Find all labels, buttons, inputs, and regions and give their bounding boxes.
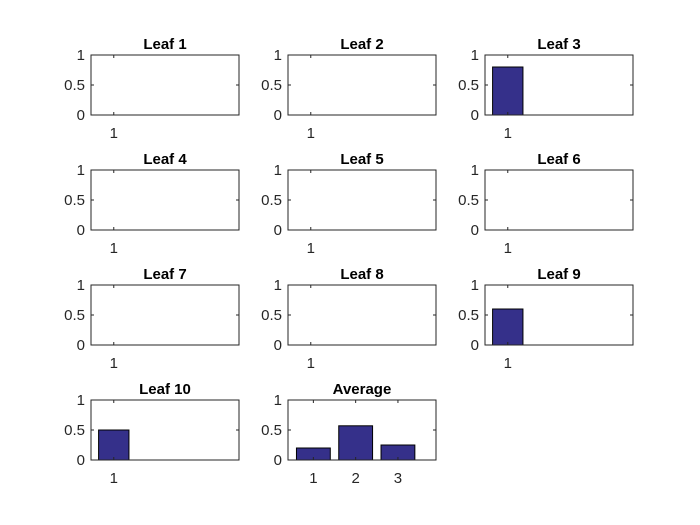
- y-tick-label: 0: [274, 337, 282, 354]
- axes-box: [287, 284, 437, 346]
- y-tick-label: 1: [471, 277, 479, 294]
- axes-box: [90, 284, 240, 346]
- y-tick-label: 1: [274, 392, 282, 409]
- axes-box: [484, 169, 634, 231]
- x-tick-label: 1: [309, 470, 317, 487]
- bar: [338, 425, 374, 461]
- x-tick-label: 1: [504, 240, 512, 257]
- y-tick-label: 0.5: [261, 192, 282, 209]
- y-tick-label: 0.5: [458, 307, 479, 324]
- y-tick-label: 0.5: [261, 77, 282, 94]
- subplot-title: Average: [333, 381, 392, 398]
- bar: [492, 66, 524, 116]
- y-tick-label: 0.5: [261, 422, 282, 439]
- subplot-title: Leaf 8: [340, 266, 383, 283]
- y-tick-label: 0: [471, 222, 479, 239]
- axes-box: [90, 169, 240, 231]
- x-tick-label: 1: [307, 125, 315, 142]
- y-tick-label: 0: [77, 452, 85, 469]
- y-tick-label: 1: [274, 162, 282, 179]
- y-tick-label: 0: [274, 222, 282, 239]
- y-tick-label: 0.5: [64, 192, 85, 209]
- subplot-title: Leaf 1: [143, 36, 186, 53]
- subplot-4: Leaf 4 0 0.5 1 1: [64, 151, 240, 257]
- subplot-10: Leaf 10 0 0.5 1 1: [64, 381, 240, 487]
- x-tick-label: 2: [351, 470, 359, 487]
- x-tick-label: 3: [394, 470, 402, 487]
- axes-box: [287, 169, 437, 231]
- y-tick-label: 1: [274, 277, 282, 294]
- subplot-title: Leaf 10: [139, 381, 191, 398]
- subplot-1: Leaf 1 0 0.5 1 1: [64, 36, 240, 142]
- y-tick-label: 0: [274, 452, 282, 469]
- subplot-title: Leaf 5: [340, 151, 383, 168]
- y-tick-label: 0.5: [64, 77, 85, 94]
- y-tick-label: 0: [274, 107, 282, 124]
- bar: [492, 308, 524, 346]
- axes-box: [90, 54, 240, 116]
- x-tick-label: 1: [504, 355, 512, 372]
- subplot-2: Leaf 2 0 0.5 1 1: [261, 36, 437, 142]
- subplot-3: Leaf 3 0 0.5 1 1: [458, 36, 634, 142]
- y-tick-label: 1: [77, 277, 85, 294]
- subplot-title: Leaf 2: [340, 36, 383, 53]
- y-tick-label: 1: [274, 47, 282, 64]
- y-tick-label: 0: [471, 107, 479, 124]
- y-tick-label: 0: [77, 337, 85, 354]
- y-tick-label: 1: [77, 392, 85, 409]
- x-tick-label: 1: [504, 125, 512, 142]
- x-tick-label: 1: [110, 125, 118, 142]
- y-tick-label: 0.5: [64, 307, 85, 324]
- y-tick-label: 1: [471, 47, 479, 64]
- y-tick-label: 0: [471, 337, 479, 354]
- subplot-11: Average 0 0.5 1 1 2 3: [261, 381, 437, 487]
- subplot-6: Leaf 6 0 0.5 1 1: [458, 151, 634, 257]
- y-tick-label: 0: [77, 222, 85, 239]
- y-tick-label: 0.5: [458, 77, 479, 94]
- subplot-title: Leaf 9: [537, 266, 580, 283]
- x-tick-label: 1: [307, 240, 315, 257]
- y-tick-label: 1: [77, 47, 85, 64]
- y-tick-label: 0: [77, 107, 85, 124]
- subplot-title: Leaf 4: [143, 151, 187, 168]
- subplot-5: Leaf 5 0 0.5 1 1: [261, 151, 437, 257]
- y-tick-label: 0.5: [261, 307, 282, 324]
- axes-box: [287, 54, 437, 116]
- y-tick-label: 1: [77, 162, 85, 179]
- subplot-title: Leaf 7: [143, 266, 186, 283]
- subplot-9: Leaf 9 0 0.5 1 1: [458, 266, 634, 372]
- subplot-title: Leaf 3: [537, 36, 580, 53]
- x-tick-label: 1: [110, 355, 118, 372]
- y-tick-label: 0.5: [458, 192, 479, 209]
- subplot-title: Leaf 6: [537, 151, 580, 168]
- subplot-7: Leaf 7 0 0.5 1 1: [64, 266, 240, 372]
- bar: [98, 429, 130, 461]
- y-tick-label: 1: [471, 162, 479, 179]
- x-tick-label: 1: [110, 470, 118, 487]
- x-tick-label: 1: [110, 240, 118, 257]
- subplot-8: Leaf 8 0 0.5 1 1: [261, 266, 437, 372]
- x-tick-label: 1: [307, 355, 315, 372]
- y-tick-label: 0.5: [64, 422, 85, 439]
